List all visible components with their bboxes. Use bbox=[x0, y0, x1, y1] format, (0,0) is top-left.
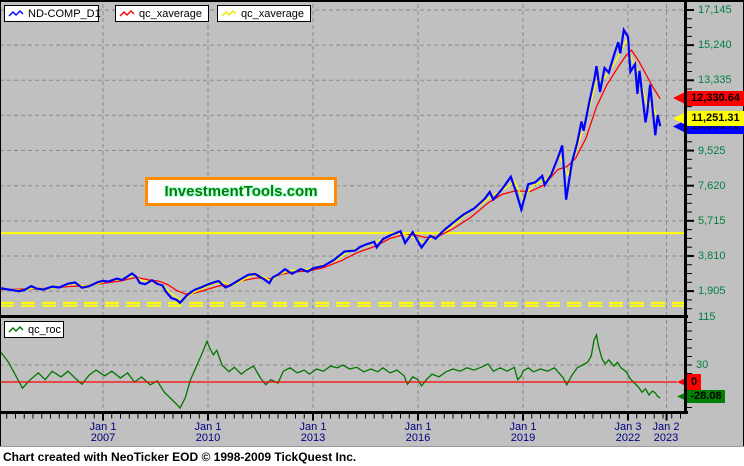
x-label-2016: Jan 1 2016 bbox=[404, 421, 432, 444]
series-line bbox=[0, 26, 662, 305]
red-line-icon bbox=[119, 9, 135, 16]
x-label-2019: Jan 1 2019 bbox=[509, 421, 537, 444]
x-label-2013: Jan 1 2013 bbox=[299, 421, 327, 444]
watermark: InvestmentTools.com bbox=[145, 177, 337, 206]
legend-nd-comp-label: ND-COMP_D1 bbox=[28, 7, 101, 20]
yellow-price-arrow bbox=[673, 113, 684, 124]
legend-xaverage-yellow[interactable]: qc_xaverage bbox=[217, 5, 311, 22]
price-badge-red-ma: 12,330.64 bbox=[687, 91, 744, 106]
roc-badge-zero: 0 bbox=[687, 374, 701, 390]
series-line bbox=[0, 332, 661, 410]
chart-region: ND-COMP_D1 qc_xaverage qc_xaverage qc_ro… bbox=[0, 0, 744, 446]
price-tick-115: 115 bbox=[698, 311, 716, 323]
status-bar-text: Chart created with NeoTicker EOD © 1998-… bbox=[3, 449, 357, 464]
legend-xaverage-red-label: qc_xaverage bbox=[139, 7, 202, 20]
series-line bbox=[0, 38, 661, 301]
price-tick-1905: 1,905 bbox=[698, 285, 726, 297]
roc-tick-30: 30 bbox=[696, 359, 709, 371]
legend-xaverage-yellow-label: qc_xaverage bbox=[241, 7, 304, 20]
blue-price-arrow bbox=[673, 121, 684, 132]
yellow-line-icon bbox=[221, 9, 237, 16]
legend-qc-roc[interactable]: qc_roc bbox=[4, 321, 64, 338]
legend-nd-comp[interactable]: ND-COMP_D1 bbox=[4, 5, 101, 22]
price-tick-7620: 7,620 bbox=[698, 180, 726, 192]
roc-badge-last-value: -28.08 bbox=[687, 390, 725, 403]
blue-line-icon bbox=[8, 9, 24, 16]
price-tick-3810: 3,810 bbox=[698, 250, 726, 262]
watermark-text: InvestmentTools.com bbox=[164, 183, 318, 200]
x-label-2023: Jan 2 2023 bbox=[652, 421, 680, 444]
x-label-2007: Jan 1 2007 bbox=[89, 421, 117, 444]
price-tick-13335: 13,335 bbox=[698, 74, 732, 86]
legend-qc-roc-label: qc_roc bbox=[28, 323, 62, 336]
status-bar: Chart created with NeoTicker EOD © 1998-… bbox=[0, 446, 744, 466]
series-line bbox=[0, 49, 661, 295]
x-label-2010: Jan 1 2010 bbox=[194, 421, 222, 444]
chart-canvas bbox=[0, 0, 744, 446]
price-tick-9525: 9,525 bbox=[698, 145, 726, 157]
green-line-icon bbox=[8, 325, 24, 332]
legend-xaverage-red[interactable]: qc_xaverage bbox=[115, 5, 209, 22]
x-label-2022: Jan 3 2022 bbox=[614, 421, 642, 444]
red-price-arrow bbox=[673, 92, 684, 104]
price-tick-5715: 5,715 bbox=[698, 215, 726, 227]
price-badge-yellow-ma: 11,251.31 bbox=[687, 111, 744, 126]
price-tick-15240: 15,240 bbox=[698, 39, 732, 51]
price-tick-17145: 17,145 bbox=[698, 4, 732, 16]
